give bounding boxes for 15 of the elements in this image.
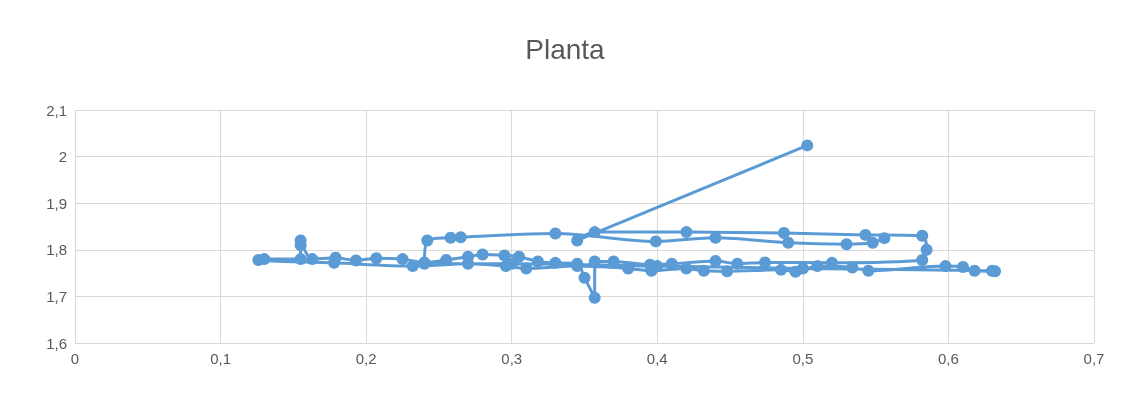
y-tick-label: 1,8 [46,241,67,259]
x-tick-label: 0,2 [355,350,377,367]
x-tick-label: 0,4 [646,350,668,367]
y-tick-label: 2,1 [46,101,67,119]
y-tick-label: 2 [58,148,67,166]
y-tick-label: 1,7 [46,287,67,305]
y-tick-label: 1,9 [46,194,67,212]
x-tick-label: 0,3 [501,350,523,367]
x-tick-label: 0,6 [938,350,959,367]
x-tick-label: 0,7 [1083,350,1105,367]
x-tick-label: 0 [70,350,80,367]
chart-title: Planta [525,33,606,65]
x-tick-label: 0,1 [210,350,231,367]
y-tick-label: 1,6 [46,334,67,352]
x-tick-label: 0,5 [792,350,814,367]
